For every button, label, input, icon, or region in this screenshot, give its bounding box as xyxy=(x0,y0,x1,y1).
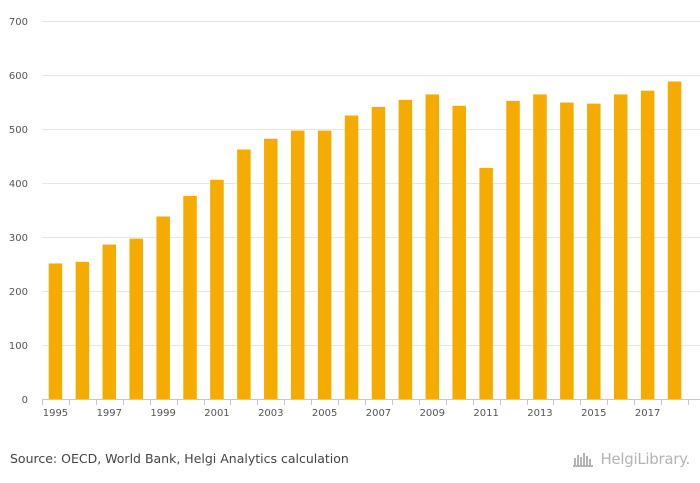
y-tick-label-0: 0 xyxy=(22,395,28,406)
bar-2018 xyxy=(667,81,682,399)
x-tick-label-2013: 2013 xyxy=(527,408,552,419)
bar-1997 xyxy=(102,244,117,399)
y-tick-label-400: 400 xyxy=(9,179,28,190)
bar-2015 xyxy=(587,103,601,400)
bar-2016 xyxy=(613,94,628,399)
gridlines xyxy=(42,21,700,346)
x-tick-label-2001: 2001 xyxy=(204,408,229,419)
x-tick-label-2005: 2005 xyxy=(312,408,337,419)
bar-2012 xyxy=(506,100,520,400)
bar-2014 xyxy=(560,102,574,399)
x-tick-label-2009: 2009 xyxy=(420,408,445,419)
y-tick-label-600: 600 xyxy=(9,71,28,82)
x-tick-label-2015: 2015 xyxy=(581,408,606,419)
y-tick-label-300: 300 xyxy=(9,233,28,244)
bars xyxy=(48,81,682,400)
bar-2003 xyxy=(264,138,278,399)
brand-name: HelgiLibrary. xyxy=(600,450,690,468)
y-tick-label-200: 200 xyxy=(9,287,28,298)
chart-footer: Source: OECD, World Bank, Helgi Analytic… xyxy=(0,448,700,472)
y-axis-tick-labels: 0 100 200 300 400 500 600 700 xyxy=(9,17,28,406)
bar-chart: 0 100 200 300 400 500 600 700 1995 1997 1999 2001 2… xyxy=(9,17,700,419)
bar-2017 xyxy=(640,90,655,399)
bar-2006 xyxy=(344,115,359,399)
bar-2008 xyxy=(398,99,413,399)
x-tick-label-1997: 1997 xyxy=(97,408,122,419)
y-tick-label-100: 100 xyxy=(9,341,28,352)
source-note: Source: OECD, World Bank, Helgi Analytic… xyxy=(10,451,349,466)
bar-2004 xyxy=(290,130,305,399)
bar-2000 xyxy=(183,195,197,399)
x-tick-label-1995: 1995 xyxy=(43,408,68,419)
helgi-library-logo: HelgiLibrary. xyxy=(572,448,690,470)
x-tick-label-2007: 2007 xyxy=(366,408,391,419)
bar-1995 xyxy=(48,263,63,399)
bar-2005 xyxy=(317,130,332,399)
bar-1996 xyxy=(75,261,90,399)
bar-2009 xyxy=(425,94,440,399)
bar-2002 xyxy=(237,149,251,399)
y-tick-label-500: 500 xyxy=(9,125,28,136)
bar-2011 xyxy=(479,167,493,399)
bar-2001 xyxy=(210,179,224,399)
x-axis-tick-labels: 1995 1997 1999 2001 2003 2005 2007 2009 2011 2013… xyxy=(43,408,661,419)
x-tick-label-2017: 2017 xyxy=(635,408,660,419)
x-axis-ticks xyxy=(42,399,689,405)
helgi-library-logo-icon xyxy=(573,453,594,467)
bar-2010 xyxy=(452,105,466,399)
bar-1998 xyxy=(129,238,143,399)
bar-2007 xyxy=(371,106,386,400)
bar-2013 xyxy=(533,94,547,399)
bar-1999 xyxy=(156,216,170,399)
x-tick-label-2003: 2003 xyxy=(258,408,283,419)
y-tick-label-700: 700 xyxy=(9,17,28,28)
x-tick-label-2011: 2011 xyxy=(473,408,498,419)
x-tick-label-1999: 1999 xyxy=(150,408,175,419)
